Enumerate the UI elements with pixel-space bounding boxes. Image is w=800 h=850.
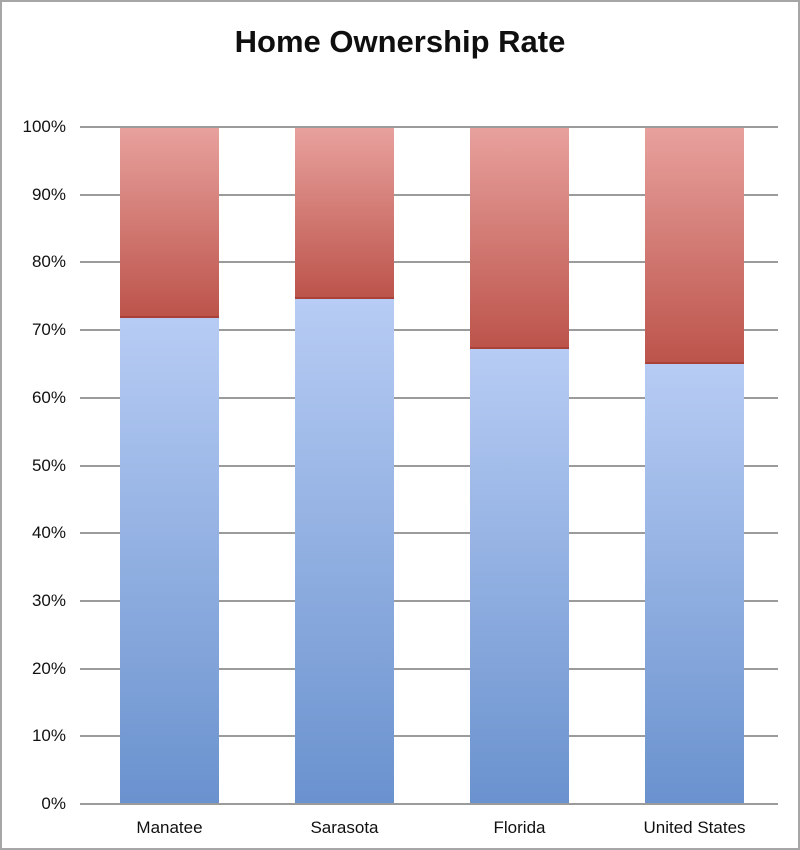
gridline (80, 667, 778, 670)
bar-segment-blue (295, 298, 394, 803)
y-tick-label: 30% (31, 590, 66, 610)
gridline (80, 464, 778, 467)
y-tick-label: 100% (22, 117, 66, 136)
gridline (80, 599, 778, 602)
y-tick-label: 70% (31, 320, 66, 340)
gridline (80, 735, 778, 738)
bar-segment-red (470, 128, 569, 350)
x-category-label: Manatee (136, 818, 203, 837)
y-tick-label: 80% (31, 252, 66, 272)
x-category-label: United States (643, 818, 746, 837)
bar-segment-red (645, 128, 744, 364)
bar-segment-red (295, 128, 394, 299)
gridline-top (80, 126, 778, 128)
gridline (80, 261, 778, 264)
gridline (80, 193, 778, 196)
bar-segment-red (120, 128, 219, 318)
gridline (80, 329, 778, 332)
x-axis-line (80, 803, 778, 805)
x-category-label: Florida (493, 818, 546, 837)
gridline (80, 532, 778, 535)
y-tick-label: 20% (31, 658, 66, 678)
y-tick-label: 50% (31, 455, 66, 475)
y-tick-label: 40% (31, 523, 66, 543)
chart-title: Home Ownership Rate (234, 24, 566, 59)
bar-segment-blue (645, 363, 744, 803)
y-tick-label: 90% (31, 184, 66, 204)
bar-segment-blue (120, 317, 219, 803)
y-tick-label: 10% (31, 726, 66, 746)
gridline (80, 396, 778, 399)
y-tick-label: 60% (31, 387, 66, 407)
x-category-label: Sarasota (310, 818, 379, 837)
y-tick-label: 0% (41, 794, 66, 813)
bar-segment-blue (470, 349, 569, 803)
